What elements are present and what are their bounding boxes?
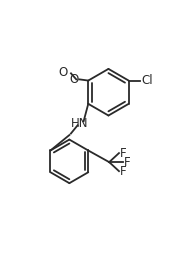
Text: HN: HN <box>71 116 89 129</box>
Text: O: O <box>69 73 79 86</box>
Text: Cl: Cl <box>142 74 153 87</box>
Text: F: F <box>124 156 131 169</box>
Text: O: O <box>58 66 67 79</box>
Text: F: F <box>120 147 127 160</box>
Text: F: F <box>120 165 127 178</box>
